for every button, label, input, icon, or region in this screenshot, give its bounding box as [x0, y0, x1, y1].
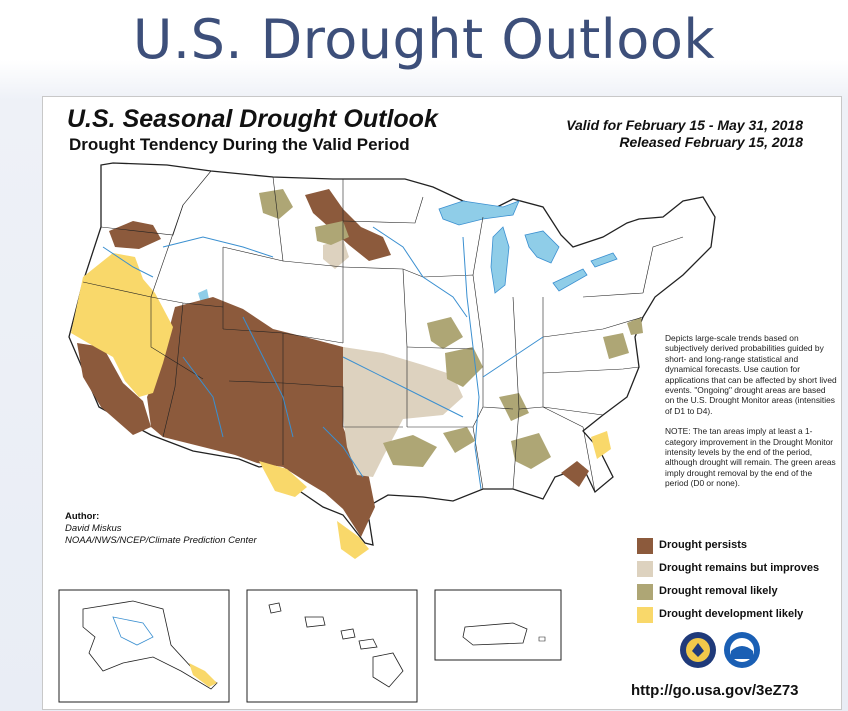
- map-subtitle: Drought Tendency During the Valid Period: [69, 135, 410, 154]
- drought-development-areas: [71, 253, 611, 671]
- map-description: Depicts large-scale trends based on subj…: [665, 333, 837, 499]
- legend-swatch-improves: [637, 561, 653, 577]
- valid-dates: Valid for February 15 - May 31, 2018: [566, 117, 803, 133]
- legend-swatch-removal: [637, 584, 653, 600]
- legend-label: Drought persists: [659, 539, 748, 551]
- drought-removal-areas: [259, 189, 643, 469]
- lake-michigan: [490, 226, 510, 294]
- state-boundaries: [82, 170, 684, 493]
- lake-erie: [552, 268, 588, 292]
- note-text: NOTE: The tan areas imply at least a 1-c…: [665, 426, 836, 489]
- rivers: [102, 226, 544, 490]
- alaska-inset: [58, 589, 230, 703]
- slide-title: U.S. Drought Outlook: [132, 8, 716, 71]
- legend-label: Drought development likely: [659, 608, 804, 620]
- puerto-rico-inset: [434, 589, 562, 661]
- source-url[interactable]: http://go.usa.gov/3eZ73: [631, 682, 799, 699]
- author-block: Author: David Miskus NOAA/NWS/NCEP/Clima…: [65, 511, 257, 547]
- author-name: David Miskus: [65, 523, 122, 534]
- doc-seal-icon: [680, 632, 716, 668]
- author-label: Author:: [65, 511, 100, 522]
- legend-label: Drought removal likely: [659, 585, 778, 597]
- noaa-logo-icon: [724, 632, 760, 668]
- description-text: Depicts large-scale trends based on subj…: [665, 333, 837, 416]
- hawaii-inset: [246, 589, 418, 703]
- us-map-graphic: [58, 162, 716, 703]
- legend-swatch-development: [637, 607, 653, 623]
- drought-outlook-map: U.S. Seasonal Drought Outlook Drought Te…: [42, 96, 842, 710]
- drought-persists-areas: [77, 189, 589, 537]
- drought-improves-areas: [323, 239, 463, 477]
- lake-ontario: [590, 252, 618, 268]
- legend-swatch-persists: [637, 538, 653, 554]
- valid-period: Valid for February 15 - May 31, 2018 Rel…: [566, 117, 803, 151]
- lake-superior: [438, 200, 520, 226]
- map-title: U.S. Seasonal Drought Outlook: [67, 105, 438, 133]
- author-org: NOAA/NWS/NCEP/Climate Prediction Center: [65, 535, 257, 546]
- released-date: Released February 15, 2018: [619, 134, 803, 150]
- lake-huron: [524, 230, 560, 264]
- legend-label: Drought remains but improves: [659, 562, 820, 574]
